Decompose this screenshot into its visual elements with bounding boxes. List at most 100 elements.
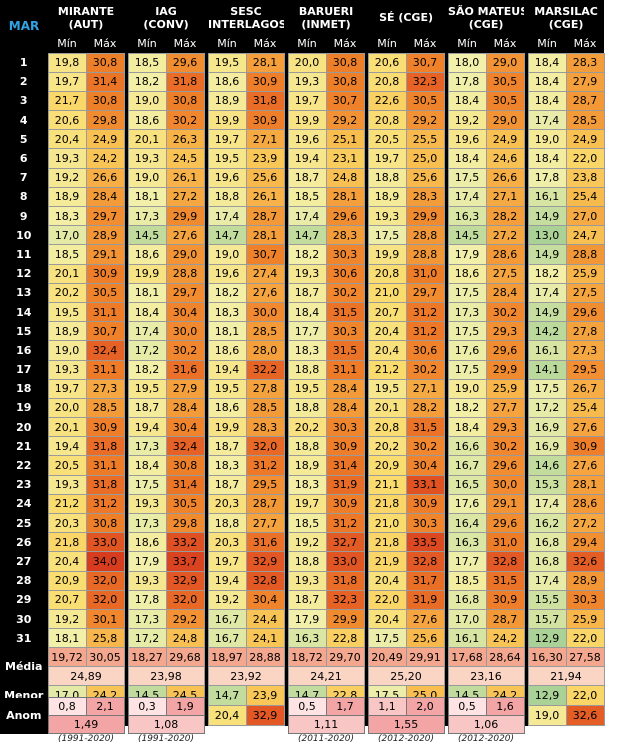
min-value: 19,5 [207,52,247,73]
column-separator [284,206,289,226]
max-value: 32,8 [485,551,525,572]
max-value: 30,4 [165,417,205,438]
day-label: 19 [0,398,48,418]
table-row: 10 17,0 28,9 14,5 27,6 14,7 28,1 14,7 28,3 17,5 28… [0,225,605,246]
column-separator [204,551,209,572]
min-value: 18,1 [47,628,87,649]
max-value: 28,1 [245,225,285,246]
table-row: 19 20,0 28,5 18,7 28,4 18,6 28,5 18,8 28,4 20,1 28… [0,397,605,419]
column-separator [204,647,209,667]
min-value: 18,3 [287,340,327,361]
min-value: 17,5 [127,474,167,495]
column-separator [124,35,128,53]
media-max: 29,68 [165,647,205,668]
column-separator [124,72,128,92]
max-value: 25,1 [325,129,365,150]
max-value: 31,5 [485,570,525,591]
table-row: 24 21,2 31,2 19,3 30,5 20,3 28,7 19,7 30,9 21,8 30… [0,493,605,515]
anom-max: 1,6 [485,697,525,716]
min-value: 16,8 [447,589,487,610]
table-row: 30 19,2 30,1 17,3 29,2 16,7 24,4 17,9 29,9 20,4 27… [0,608,605,630]
min-value: 18,9 [47,186,87,208]
station-source: (AUT) [68,17,104,31]
min-header: Mín [128,35,166,53]
max-value: 28,4 [485,282,525,303]
maior-max: 32,9 [245,705,285,727]
column-separator [524,72,529,92]
station-header: BARUERI (INMET) [288,0,365,35]
max-value: 27,6 [565,455,605,476]
station-header: SÃO MATEUS (CGE) [448,0,525,35]
max-value: 31,5 [405,417,445,438]
min-header: Mín [208,35,247,53]
max-value: 31,0 [405,263,445,284]
column-separator [364,628,369,648]
min-value: 18,4 [447,148,487,169]
min-value: 18,4 [447,90,487,112]
column-separator [204,705,209,726]
anom-min: 0,8 [47,697,87,716]
max-value: 28,1 [325,186,365,208]
column-separator [364,685,369,706]
max-value: 31,2 [325,512,365,534]
column-separator [524,551,529,572]
min-value: 14,5 [127,225,167,246]
min-value: 17,5 [447,321,487,342]
min-value: 19,0 [127,167,167,188]
media-min: 20,49 [367,647,407,668]
table-row: 25 20,3 30,8 17,3 29,8 18,8 27,7 18,5 31,2 21,0 30… [0,512,605,534]
column-separator [444,551,449,572]
min-value: 18,9 [367,186,407,208]
min-value: 15,7 [527,608,567,630]
min-value: 16,3 [447,205,487,227]
column-separator [524,436,529,456]
max-value: 27,4 [245,263,285,284]
column-separator [204,666,209,686]
min-value: 18,8 [207,512,247,534]
min-value: 17,8 [447,71,487,92]
column-separator [204,398,209,418]
max-value: 29,3 [485,417,525,438]
table-row: 27 20,4 34,0 17,9 33,7 19,7 32,9 18,8 33,0 21,9 32… [0,551,605,572]
max-value: 30,2 [485,301,525,323]
column-separator [124,647,128,667]
max-value: 24,5 [165,148,205,169]
station-name: SÃO MATEUS [448,4,525,18]
column-separator [284,340,289,360]
column-separator [444,129,449,149]
column-separator [444,609,449,629]
min-value: 14,1 [527,359,567,380]
min-value: 21,8 [367,532,407,553]
min-value: 18,4 [127,455,167,476]
max-value: 30,2 [405,359,445,380]
max-value: 25,0 [405,148,445,169]
column-separator [284,53,289,73]
max-value: 27,7 [245,512,285,534]
min-value: 20,9 [367,455,407,476]
max-value: 28,5 [85,397,125,419]
min-value: 18,2 [127,71,167,92]
day-label: 2 [0,72,48,92]
column-separator [204,53,209,73]
max-value: 29,7 [165,282,205,303]
min-value: 19,5 [207,148,247,169]
column-separator [524,628,529,648]
min-value: 19,0 [527,129,567,150]
column-separator [364,590,369,610]
column-separator [364,571,369,591]
column-separator [364,360,369,380]
table-row: 16 19,0 32,4 17,2 30,2 18,6 28,0 18,3 31,5 20,4 30… [0,340,605,361]
anom-empty [208,698,284,716]
min-value: 19,2 [287,532,327,553]
day-label: 16 [0,340,48,360]
max-value: 29,8 [85,110,125,131]
min-value: 18,4 [527,71,567,92]
column-separator [124,340,128,360]
table-row: 8 18,9 28,4 18,1 27,2 18,8 26,1 18,5 28,1 18,9 28,… [0,186,605,208]
station-name: MIRANTE [57,4,115,18]
max-value: 28,3 [565,52,605,73]
max-value: 27,6 [245,282,285,303]
column-separator [364,0,369,35]
table-row: 29 20,7 32,0 17,8 32,0 19,2 30,4 18,7 32,3 22,0 31… [0,589,605,610]
column-separator [524,244,529,265]
